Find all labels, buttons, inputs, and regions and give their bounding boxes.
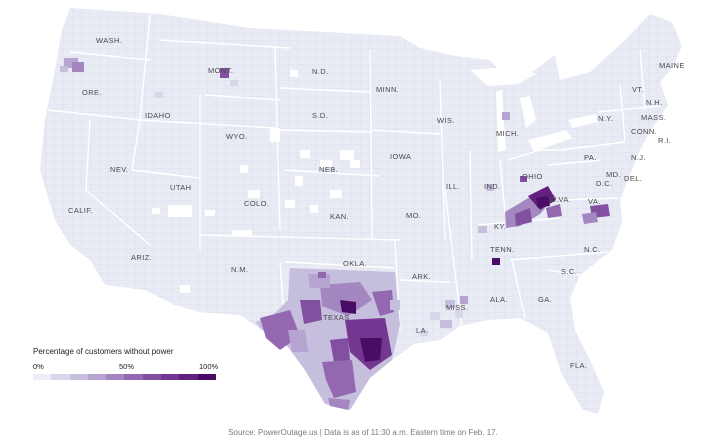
legend-swatch: [161, 374, 180, 380]
legend-swatch: [87, 374, 107, 380]
legend-swatch: [33, 374, 52, 380]
legend-tick-min: 0%: [33, 362, 44, 371]
label-nj: N.J.: [631, 153, 646, 162]
label-pa: PA.: [584, 153, 597, 162]
label-sd: S.D.: [312, 111, 328, 120]
legend-tick-max: 100%: [199, 362, 219, 371]
label-vt: VT.: [632, 85, 644, 94]
label-wyo: WYO.: [226, 132, 248, 141]
legend-swatch: [124, 374, 143, 380]
label-ga: GA.: [538, 295, 552, 304]
label-texas: TEXAS: [323, 313, 350, 322]
label-ill: ILL.: [446, 182, 460, 191]
legend-tick-mid: 50%: [119, 362, 135, 371]
label-ny: N.Y.: [598, 114, 613, 123]
label-ariz: ARIZ.: [131, 253, 152, 262]
label-iowa: IOWA: [390, 152, 411, 161]
legend-color-scale: [33, 374, 216, 380]
label-va: VA.: [588, 197, 601, 206]
great-lakes: [470, 66, 598, 152]
label-ohio: OHIO: [522, 172, 543, 181]
label-ind: IND.: [484, 182, 501, 191]
label-tenn: TENN.: [490, 245, 515, 254]
color-legend: Percentage of customers without power 0%…: [33, 347, 223, 380]
legend-title: Percentage of customers without power: [33, 347, 174, 356]
label-dc: D.C.: [596, 179, 613, 188]
label-ri: R.I.: [658, 136, 671, 145]
label-maine: MAINE: [659, 61, 685, 70]
label-nc: N.C.: [584, 245, 601, 254]
label-sc: S.C.: [561, 267, 577, 276]
outage-appalachia: [478, 112, 610, 265]
label-ark: ARK.: [412, 272, 431, 281]
label-md: MD.: [606, 170, 621, 179]
label-mass: MASS.: [641, 113, 666, 122]
label-wva: W.VA.: [549, 195, 571, 204]
label-nm: N.M.: [231, 265, 248, 274]
label-colo: COLO.: [244, 199, 269, 208]
label-calif: CALIF.: [68, 206, 93, 215]
label-mich: MICH.: [496, 129, 519, 138]
label-nd: N.D.: [312, 67, 329, 76]
outage-northwest: [60, 58, 238, 98]
label-miss: MISS.: [446, 303, 468, 312]
legend-swatch: [142, 374, 162, 380]
legend-swatch: [106, 374, 125, 380]
label-del: DEL.: [624, 174, 642, 183]
label-ky: KY.: [494, 222, 506, 231]
label-neb: NEB.: [319, 165, 338, 174]
outage-south: [420, 296, 468, 336]
state-borders: [47, 13, 661, 331]
no-data-patches: [152, 70, 360, 293]
label-fla: FLA.: [570, 361, 587, 370]
legend-ticks: 0% 50% 100%: [33, 362, 223, 373]
label-wash: WASH.: [96, 36, 122, 45]
label-nev: NEV.: [110, 165, 128, 174]
legend-swatch: [51, 374, 70, 380]
label-ore: ORE.: [82, 88, 102, 97]
label-ala: ALA.: [490, 295, 508, 304]
source-note: Source: PowerOutage.us | Data is as of 1…: [228, 428, 498, 437]
outage-texas: [255, 268, 400, 410]
label-minn: MINN.: [376, 85, 399, 94]
state-labels: WASH. ORE. IDAHO MONT. N.D. MINN. WIS. M…: [68, 36, 685, 370]
label-utah: UTAH: [170, 183, 191, 192]
label-kan: KAN.: [330, 212, 349, 221]
label-conn: CONN.: [631, 127, 657, 136]
label-mo: MO.: [406, 211, 421, 220]
legend-swatch: [197, 374, 216, 380]
label-wis: WIS.: [437, 116, 455, 125]
legend-swatch: [179, 374, 198, 380]
legend-swatch: [69, 374, 88, 380]
label-okla: OKLA.: [343, 259, 367, 268]
label-mont: MONT.: [208, 66, 233, 75]
label-idaho: IDAHO: [145, 111, 171, 120]
label-la: LA.: [416, 326, 428, 335]
label-nh: N.H.: [646, 98, 663, 107]
